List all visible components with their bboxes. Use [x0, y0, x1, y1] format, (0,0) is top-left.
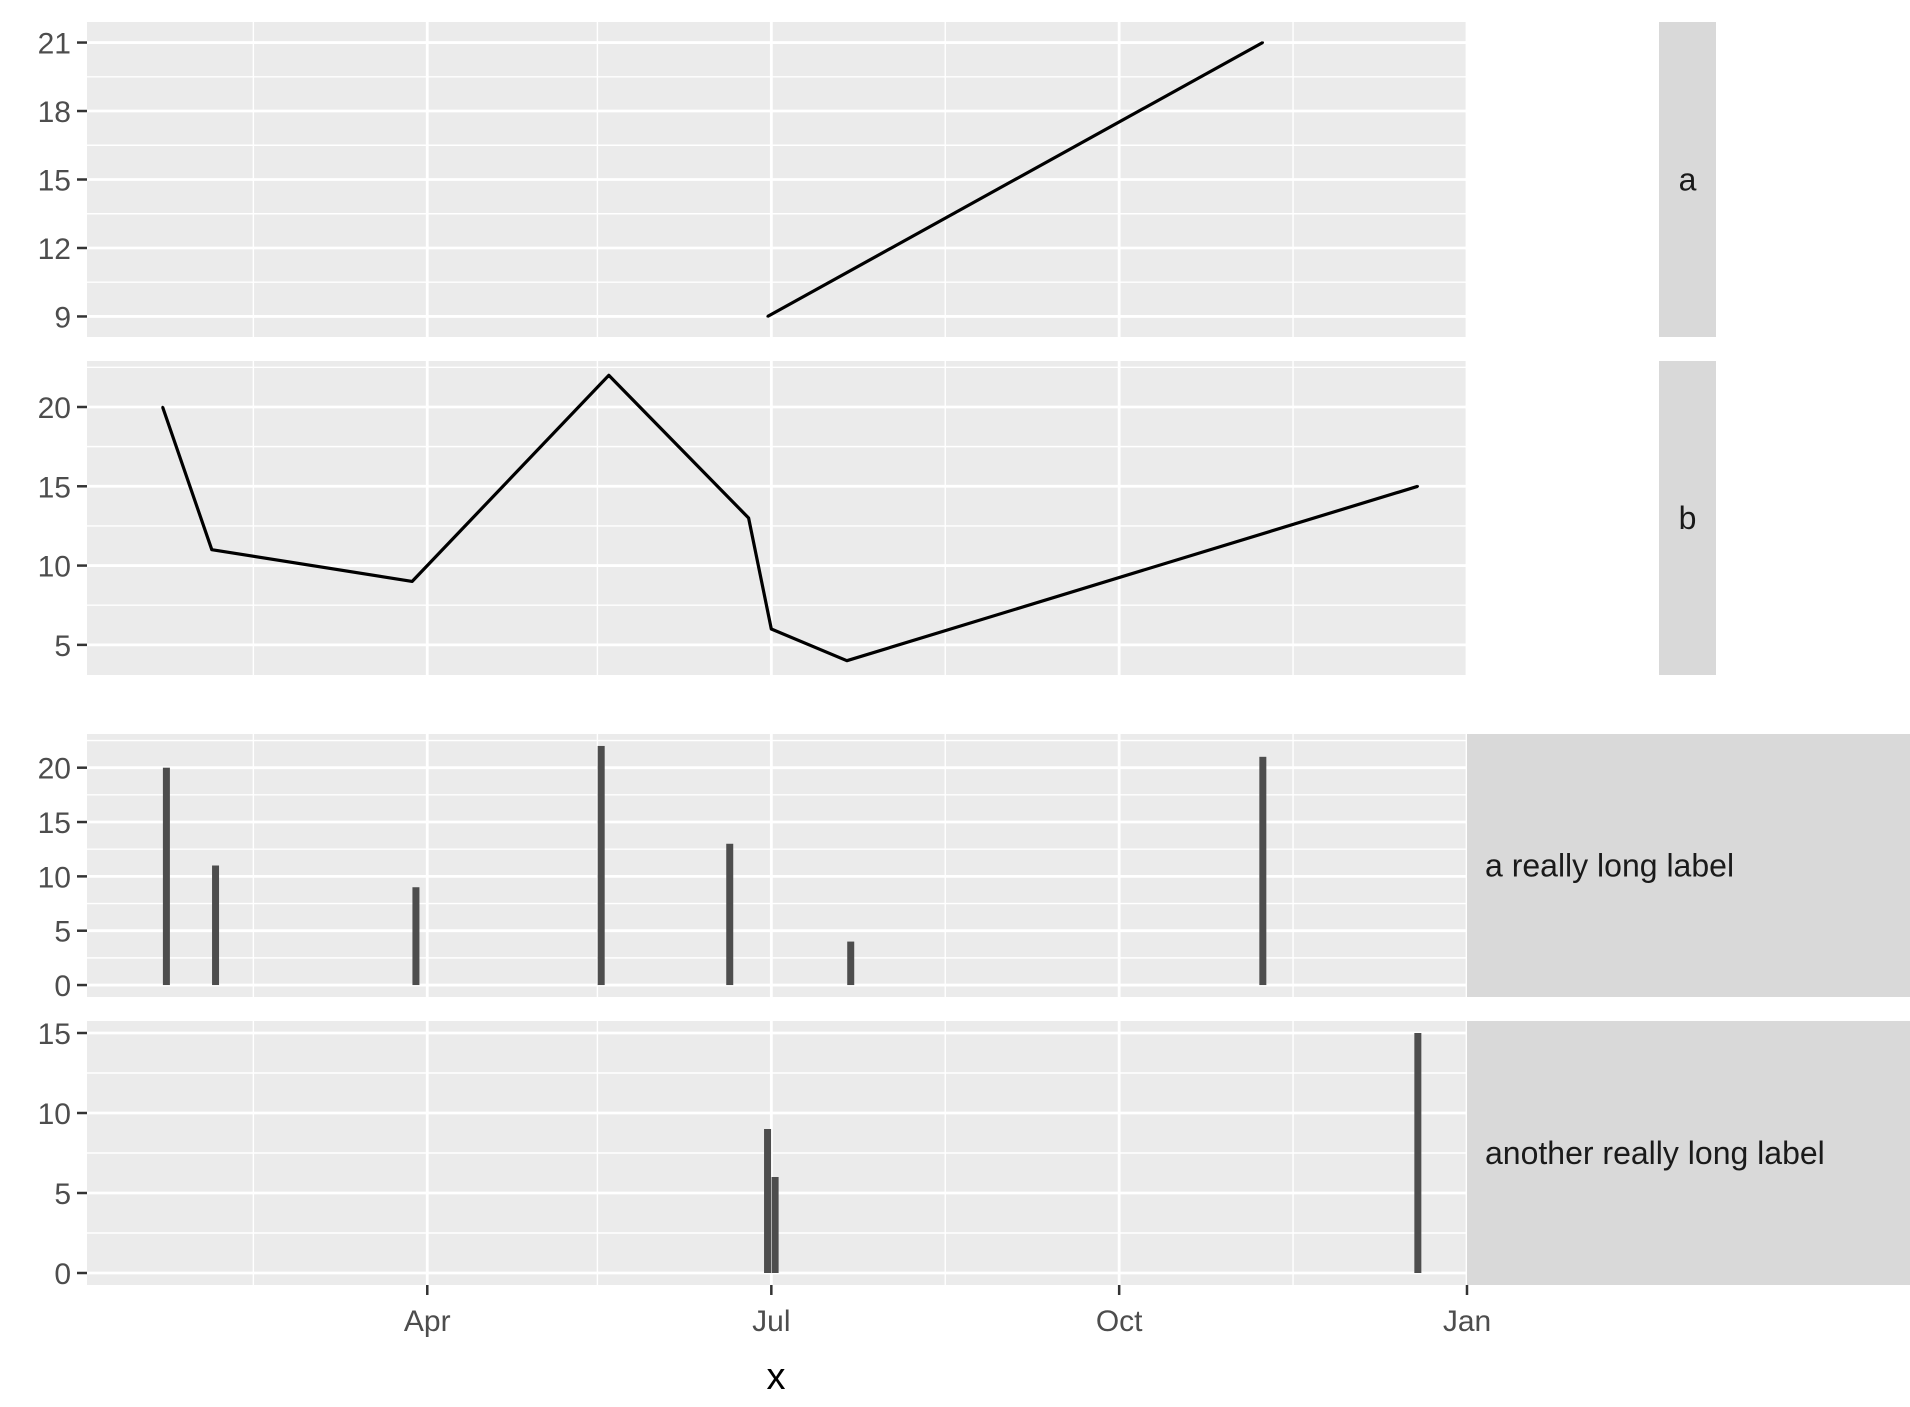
line-point: [410, 580, 414, 583]
series-line: [161, 373, 1419, 663]
y-tick-label: 10: [38, 861, 71, 894]
y-tick-label: 10: [38, 1098, 71, 1131]
bar: [1259, 756, 1267, 986]
line-point: [161, 405, 164, 409]
y-tick-label: 10: [38, 551, 71, 584]
strip-label: another really long label: [1485, 1135, 1825, 1171]
line-point: [1416, 485, 1420, 488]
line-point: [747, 516, 750, 520]
bar: [212, 865, 220, 986]
y-tick-label: 15: [38, 807, 71, 840]
strip-background: [1467, 734, 1910, 997]
y-tick-label: 20: [38, 392, 71, 425]
y-tick-label: 15: [38, 165, 71, 198]
line-point: [607, 374, 610, 377]
y-tick-label: 9: [54, 301, 71, 334]
y-tick-label: 20: [38, 753, 71, 786]
chart-panels: 9 12 15 18 21 a 5 10 15 20 b 0 5 10 15 20 a really long …: [38, 22, 1910, 1291]
bar: [764, 1129, 772, 1273]
y-tick-label: 5: [54, 630, 71, 663]
x-tick-label: Jul: [752, 1305, 790, 1338]
bar: [726, 843, 734, 986]
panel-background: [87, 361, 1467, 675]
x-tick-label: Oct: [1096, 1305, 1143, 1338]
y-tick-label: 5: [54, 1178, 71, 1211]
x-tick-label: Apr: [404, 1305, 451, 1338]
bar: [597, 745, 605, 986]
strip-background: [1467, 1021, 1910, 1285]
x-tick-label: Jan: [1443, 1305, 1491, 1338]
strip-label: a really long label: [1485, 848, 1734, 884]
panel-b: 5 10 15 20 b: [38, 361, 1716, 675]
strip-background: [1659, 361, 1716, 675]
bar: [412, 887, 420, 986]
x-axis-title: x: [767, 1356, 786, 1398]
y-tick-label: 21: [38, 28, 71, 61]
y-tick-label: 18: [38, 96, 71, 129]
strip-background: [1659, 22, 1716, 337]
bar: [162, 767, 170, 986]
y-tick-label: 15: [38, 471, 71, 504]
line-point: [210, 548, 213, 551]
panel-b-long: 0 5 10 15 another really long label: [38, 1018, 1910, 1291]
line-point: [770, 627, 773, 631]
series-line: [766, 41, 1264, 318]
y-tick-label: 5: [54, 916, 71, 949]
line-point: [1261, 41, 1265, 44]
y-tick-label: 0: [54, 970, 71, 1003]
panel-background: [87, 734, 1467, 997]
x-axis: Apr Jul Oct Jan: [404, 1285, 1491, 1338]
panel-a-long: 0 5 10 15 20 a really long label: [38, 734, 1910, 1003]
line-point: [766, 315, 769, 318]
strip-label: a: [1679, 162, 1697, 198]
bar: [847, 941, 855, 986]
bar: [1414, 1033, 1422, 1273]
y-tick-label: 0: [54, 1258, 71, 1291]
y-tick-label: 12: [38, 233, 71, 266]
line-point: [845, 659, 849, 662]
y-tick-label: 15: [38, 1018, 71, 1051]
panel-a: 9 12 15 18 21 a: [38, 22, 1716, 337]
bar: [771, 1177, 779, 1273]
strip-label: b: [1679, 500, 1697, 536]
